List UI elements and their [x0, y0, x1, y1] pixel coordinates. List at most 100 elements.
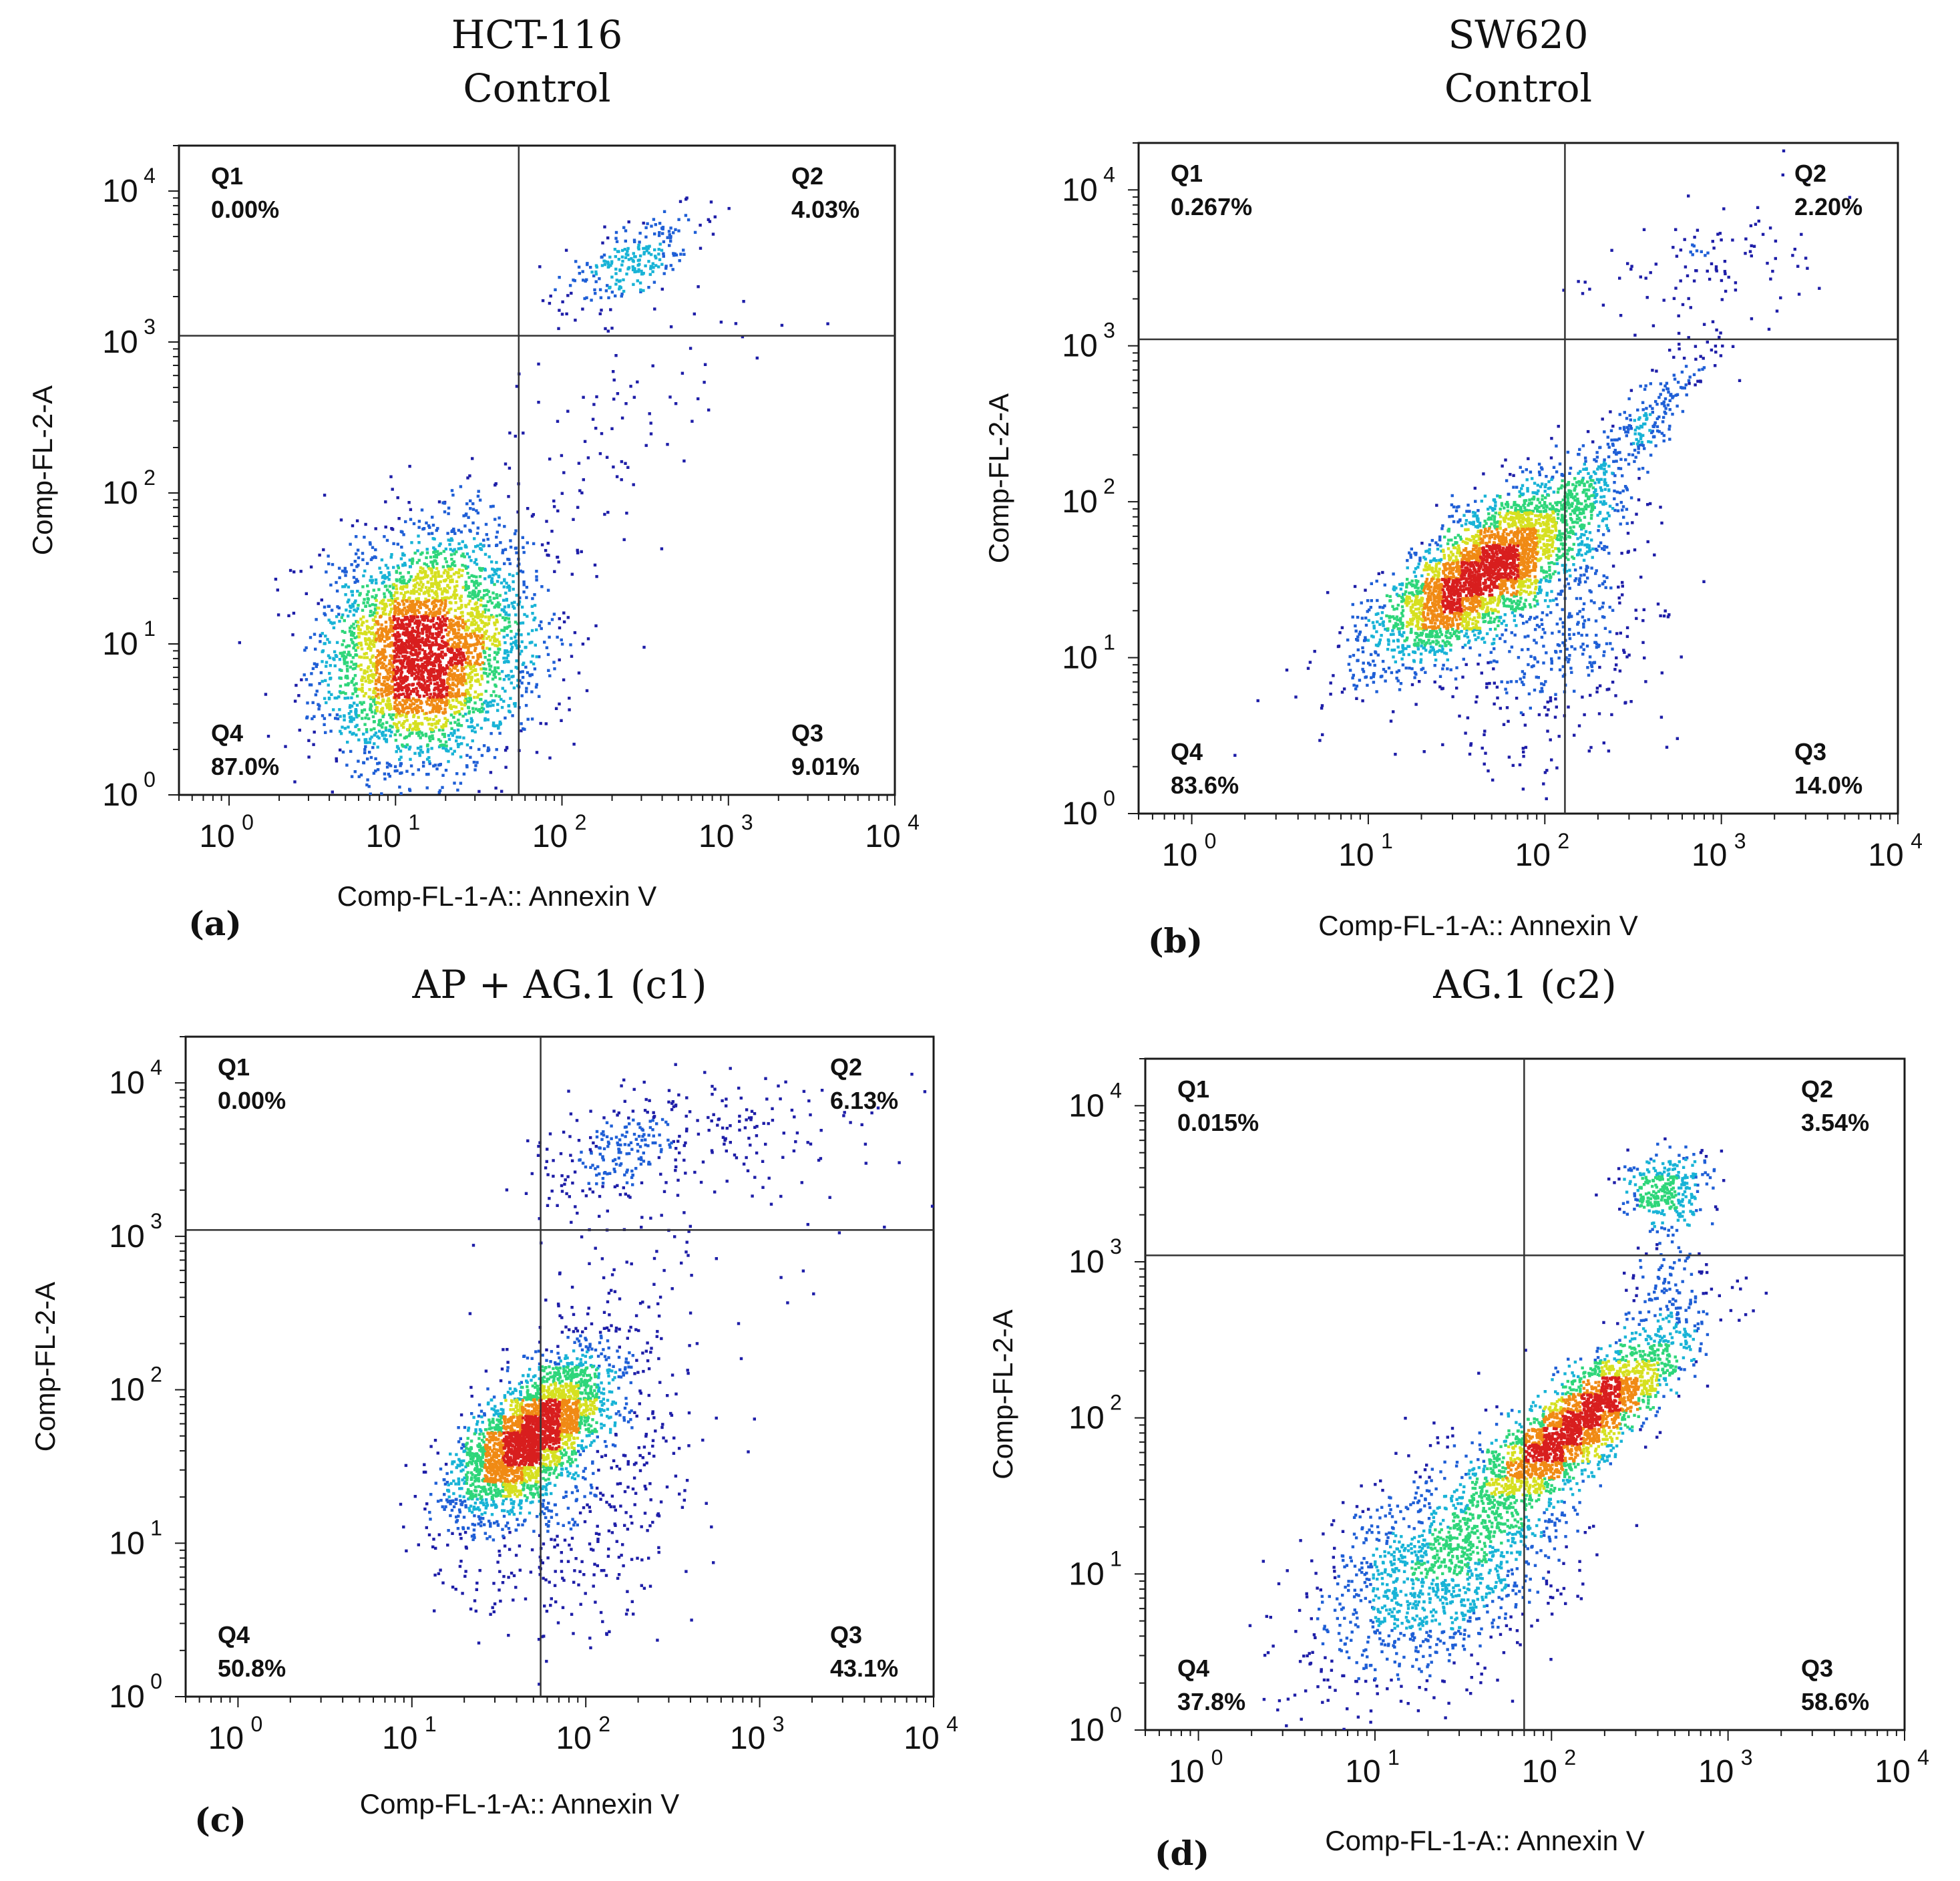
event-dot [494, 670, 498, 673]
event-dot [445, 749, 449, 753]
event-dot [405, 719, 409, 722]
event-dot [1627, 453, 1631, 456]
event-dot [1352, 653, 1356, 657]
event-dot [433, 699, 437, 703]
event-dot [504, 618, 507, 622]
event-dot [1667, 390, 1670, 394]
event-dot [1598, 665, 1601, 669]
event-dot [1541, 689, 1544, 693]
event-dot [403, 666, 407, 669]
event-dot [1687, 194, 1690, 198]
event-dot [503, 524, 506, 528]
event-dot [406, 605, 409, 609]
event-dot [1481, 637, 1484, 641]
event-dot [471, 508, 475, 511]
event-dot [530, 605, 534, 609]
event-dot [1582, 625, 1585, 629]
event-dot [561, 300, 564, 304]
event-dot [478, 615, 481, 619]
event-dot [1364, 617, 1368, 620]
event-dot [568, 708, 571, 711]
event-dot [403, 616, 407, 619]
event-dot [582, 395, 585, 399]
event-dot [393, 633, 396, 637]
event-dot [419, 657, 423, 661]
event-dot [513, 607, 516, 610]
event-dot [353, 701, 356, 705]
event-dot [388, 675, 392, 678]
event-dot [431, 608, 435, 611]
event-dot [604, 260, 607, 263]
event-dot [464, 665, 467, 669]
event-dot [453, 782, 456, 785]
event-dot [349, 606, 353, 609]
event-dot [1601, 601, 1605, 605]
event-dot [1602, 654, 1605, 657]
event-dot [463, 658, 467, 661]
event-dot [1493, 681, 1496, 685]
event-dot [437, 627, 440, 630]
event-dot [384, 500, 387, 504]
event-dot [385, 625, 388, 629]
event-dot [1536, 660, 1539, 664]
event-dot [1577, 631, 1580, 635]
event-dot [594, 292, 597, 295]
event-dot [456, 675, 459, 679]
event-dot [1355, 697, 1358, 700]
event-dot [678, 200, 682, 203]
event-dot [415, 639, 419, 643]
event-dot [494, 685, 498, 688]
event-dot [1644, 384, 1647, 387]
event-dot [1649, 382, 1652, 385]
event-dot [348, 705, 352, 709]
event-dot [1646, 540, 1649, 544]
event-dot [360, 647, 364, 651]
event-dot [1549, 738, 1552, 741]
event-dot [1557, 735, 1561, 738]
event-dot [331, 790, 334, 794]
event-dot [606, 236, 610, 240]
event-dot [461, 654, 465, 657]
event-dot [412, 721, 415, 725]
event-dot [372, 772, 376, 775]
event-dot [481, 567, 484, 570]
event-dot [365, 656, 369, 659]
event-dot [1542, 645, 1545, 648]
event-dot [478, 663, 481, 667]
event-dot [492, 635, 496, 638]
event-dot [471, 729, 474, 733]
event-dot [1623, 701, 1627, 705]
event-dot [387, 598, 390, 602]
event-dot [1598, 446, 1601, 450]
event-dot [483, 589, 486, 592]
event-dot [407, 501, 411, 504]
event-dot [660, 287, 664, 291]
plot-frame [1137, 142, 1899, 815]
event-dot [480, 634, 483, 637]
event-dot [390, 663, 393, 667]
event-dot [387, 578, 391, 581]
event-dot [1633, 428, 1637, 432]
event-dot [497, 575, 501, 578]
event-dot [446, 570, 449, 574]
event-dot [1449, 668, 1452, 671]
event-dot [374, 527, 377, 530]
event-dot [1660, 402, 1663, 405]
event-dot [577, 462, 581, 465]
event-dot [1554, 697, 1557, 701]
event-dot [453, 672, 456, 675]
event-dot [436, 708, 439, 711]
event-dot [487, 622, 490, 625]
event-dot [343, 660, 346, 664]
event-dot [343, 651, 346, 654]
event-dot [496, 620, 499, 624]
event-dot [428, 677, 431, 681]
event-dot [427, 524, 431, 528]
event-dot [495, 614, 498, 618]
event-dot [388, 668, 391, 671]
event-dot [532, 513, 535, 516]
event-dot [417, 733, 421, 737]
event-dot [445, 667, 449, 670]
event-dot [419, 566, 423, 570]
event-dot [1595, 633, 1598, 637]
